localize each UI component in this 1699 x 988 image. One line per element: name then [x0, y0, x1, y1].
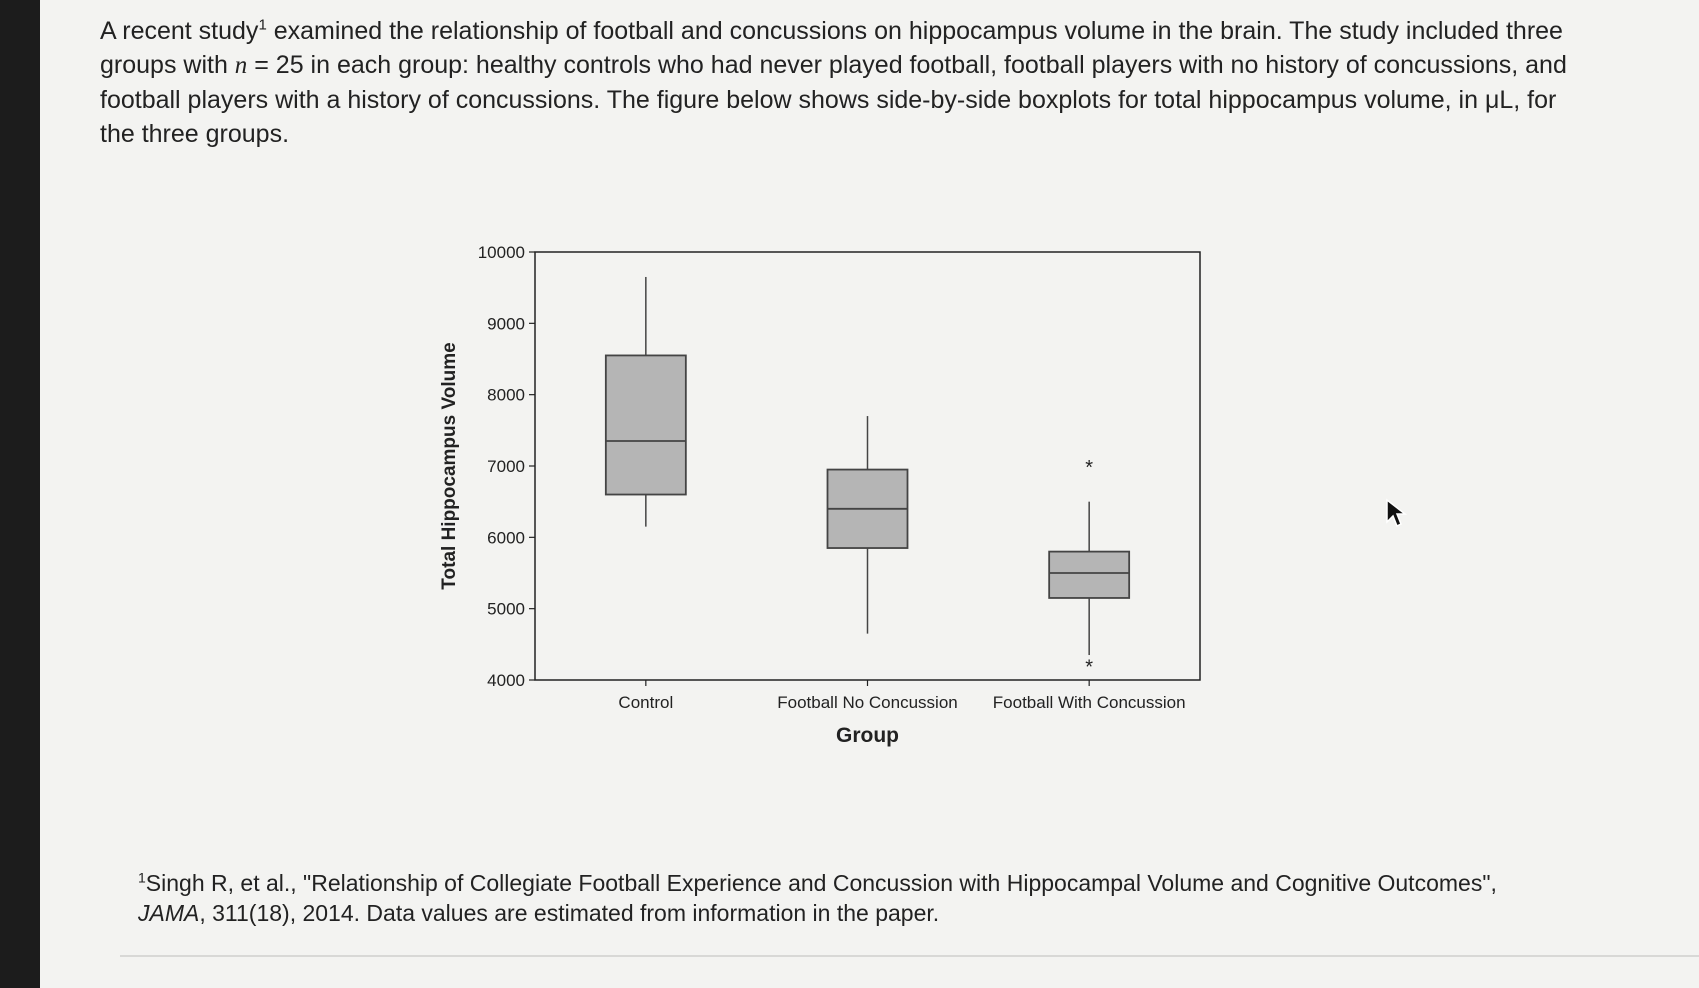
intro-part3: = 25 in each group: healthy controls who… — [100, 51, 1567, 148]
chart-labels: 4000 5000 6000 7000 8000 9000 10000 Control Foot… — [439, 243, 1186, 747]
outlier-point: * — [1085, 457, 1093, 479]
chart-marks: ** — [604, 276, 1131, 679]
x-axis-title: Group — [836, 724, 899, 747]
footnote: 1Singh R, et al., "Relationship of Colle… — [138, 868, 1518, 928]
y-tick-label: 7000 — [487, 457, 525, 476]
chart-axes — [529, 251, 1201, 686]
y-tick-label: 9000 — [487, 314, 525, 333]
y-axis-title: Total Hippocampus Volume — [439, 342, 460, 589]
footnote-journal: JAMA — [138, 900, 200, 926]
y-tick-label: 6000 — [487, 528, 525, 547]
y-tick-label: 5000 — [487, 600, 525, 619]
mouse-pointer-icon — [1385, 498, 1408, 533]
intro-part1: A recent study — [100, 17, 259, 45]
box — [604, 354, 687, 496]
problem-text: A recent study1 examined the relationshi… — [100, 14, 1590, 151]
x-tick-label: Football With Concussion — [993, 693, 1186, 712]
intro-part2: examined the relationship of football an… — [100, 17, 1563, 79]
footnote-line1: Singh R, et al., "Relationship of Colleg… — [145, 870, 1497, 896]
y-tick-label: 8000 — [487, 386, 525, 405]
x-tick-label: Control — [618, 693, 673, 712]
footnote-line2: , 311(18), 2014. Data values are estimat… — [199, 900, 940, 926]
n-symbol: n — [234, 52, 248, 79]
outlier-point: * — [1085, 657, 1093, 679]
x-tick-label: Football No Concussion — [777, 693, 957, 712]
divider — [120, 955, 1699, 957]
box — [1048, 550, 1131, 599]
screen: A recent study1 examined the relationshi… — [40, 0, 1699, 988]
intro-reference-marker: 1 — [258, 16, 267, 34]
y-tick-label: 10000 — [478, 243, 525, 262]
y-tick-label: 4000 — [487, 671, 525, 690]
boxplot-chart: * * 4000 5000 6000 7000 8000 9000 10000 Control F… — [400, 240, 1260, 810]
footnote-reference-marker: 1 — [138, 869, 146, 886]
